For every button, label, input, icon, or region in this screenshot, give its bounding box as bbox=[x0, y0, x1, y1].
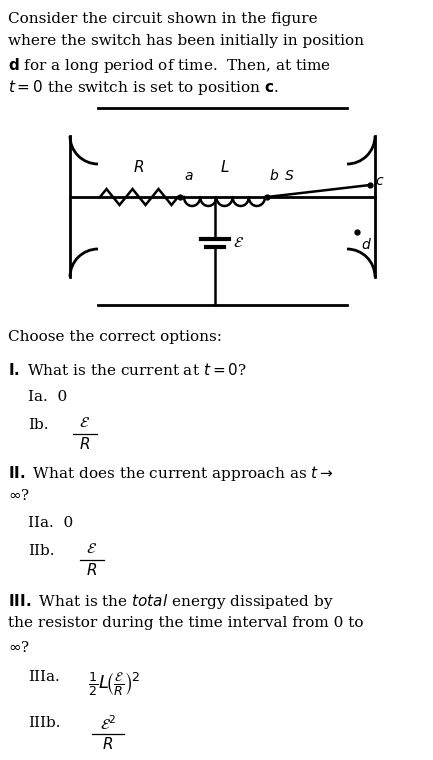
Text: $\mathcal{E}$: $\mathcal{E}$ bbox=[79, 416, 90, 430]
Text: $d$: $d$ bbox=[361, 237, 372, 252]
Text: IIb.: IIb. bbox=[28, 544, 55, 558]
Text: Ib.: Ib. bbox=[28, 418, 48, 432]
Text: where the switch has been initially in position: where the switch has been initially in p… bbox=[8, 34, 364, 48]
Text: $\infty$?: $\infty$? bbox=[8, 488, 30, 503]
Text: $R$: $R$ bbox=[87, 562, 97, 578]
Text: IIIa.: IIIa. bbox=[28, 670, 60, 684]
Text: IIIb.: IIIb. bbox=[28, 716, 61, 730]
Text: $R$: $R$ bbox=[79, 436, 90, 452]
Text: $R$: $R$ bbox=[133, 159, 145, 175]
Text: $\infty$?: $\infty$? bbox=[8, 640, 30, 655]
Text: $\mathbf{I.}$ What is the current at $t=0$?: $\mathbf{I.}$ What is the current at $t=… bbox=[8, 362, 247, 378]
Text: IIa.  0: IIa. 0 bbox=[28, 516, 73, 530]
Text: $\mathbf{d}$ for a long period of time.  Then, at time: $\mathbf{d}$ for a long period of time. … bbox=[8, 56, 331, 75]
Text: Choose the correct options:: Choose the correct options: bbox=[8, 330, 222, 344]
Text: $c$: $c$ bbox=[375, 174, 385, 188]
Text: $R$: $R$ bbox=[103, 736, 113, 752]
Text: $\mathcal{E}$: $\mathcal{E}$ bbox=[233, 236, 244, 250]
Text: Ia.  0: Ia. 0 bbox=[28, 390, 67, 404]
Text: the resistor during the time interval from 0 to: the resistor during the time interval fr… bbox=[8, 616, 363, 630]
Text: $a$: $a$ bbox=[184, 169, 194, 183]
Text: $b$: $b$ bbox=[269, 168, 279, 183]
Text: $t=0$ the switch is set to position $\mathbf{c}$.: $t=0$ the switch is set to position $\ma… bbox=[8, 78, 278, 97]
Text: $\mathcal{E}^2$: $\mathcal{E}^2$ bbox=[100, 714, 116, 733]
Text: $\mathbf{III.}$ What is the $\mathit{total}$ energy dissipated by: $\mathbf{III.}$ What is the $\mathit{tot… bbox=[8, 592, 334, 611]
Text: $L$: $L$ bbox=[220, 159, 229, 175]
Text: $\frac{1}{2}L\!\left(\frac{\mathcal{E}}{R}\right)^{\!2}$: $\frac{1}{2}L\!\left(\frac{\mathcal{E}}{… bbox=[88, 670, 140, 698]
Text: $\mathcal{E}$: $\mathcal{E}$ bbox=[87, 542, 97, 556]
Text: $S$: $S$ bbox=[284, 169, 294, 183]
Text: $\mathbf{II.}$ What does the current approach as $t \to$: $\mathbf{II.}$ What does the current app… bbox=[8, 464, 334, 483]
Text: Consider the circuit shown in the figure: Consider the circuit shown in the figure bbox=[8, 12, 318, 26]
